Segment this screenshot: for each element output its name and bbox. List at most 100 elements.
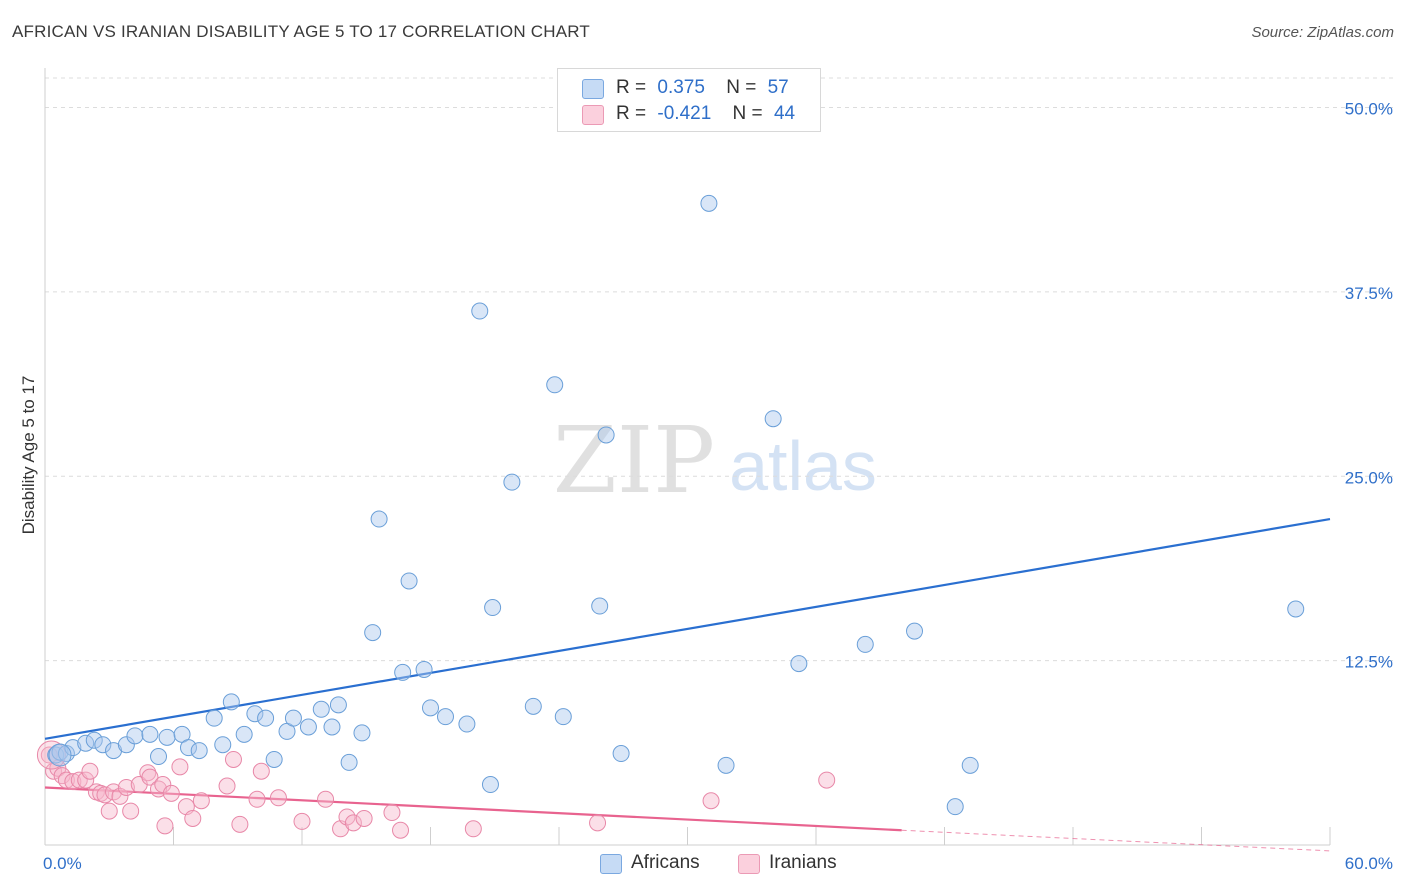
iranians-point	[293, 812, 311, 830]
y-tick-label: 37.5%	[1345, 284, 1393, 303]
legend-r-label: R =	[616, 103, 647, 124]
iranians-point	[111, 787, 129, 805]
legend-n-label: N =	[732, 103, 763, 124]
iranians-point	[589, 814, 607, 832]
x-tick-label-min: 0.0%	[43, 854, 82, 873]
iranians-point	[317, 790, 335, 808]
africans-point	[158, 728, 176, 746]
iranians-trend-extension	[901, 829, 1331, 852]
iranians-point	[184, 809, 202, 827]
iranians-point	[64, 773, 82, 791]
africans-point	[284, 709, 302, 727]
iranians-point	[154, 776, 172, 794]
africans-point	[591, 597, 609, 615]
iranians-point	[139, 764, 157, 782]
africans-point	[265, 750, 283, 768]
y-tick-label: 25.0%	[1345, 468, 1393, 487]
legend-n-label: N =	[726, 77, 757, 98]
y-tick-label: 50.0%	[1345, 100, 1393, 119]
africans-point	[257, 709, 275, 727]
iranians-point	[81, 762, 99, 780]
africans-point	[85, 731, 103, 749]
africans-point	[235, 725, 253, 743]
africans-point	[764, 410, 782, 428]
iranians-point	[252, 762, 270, 780]
africans-point	[117, 736, 135, 754]
africans-point	[312, 700, 330, 718]
africans-point	[856, 635, 874, 653]
iranians-point	[162, 784, 180, 802]
africans-point	[340, 753, 358, 771]
legend-r-value: 0.375	[657, 77, 705, 98]
africans-point	[222, 693, 240, 711]
iranians-point	[383, 804, 401, 822]
africans-point	[436, 708, 454, 726]
iranians-point	[702, 792, 720, 810]
africans-point	[946, 798, 964, 816]
legend-r-label: R =	[616, 77, 647, 98]
iranians-point	[464, 820, 482, 838]
africans-point	[458, 715, 476, 733]
africans-cluster-point	[48, 743, 72, 767]
africans-point	[126, 727, 144, 745]
iranians-point	[77, 771, 95, 789]
africans-point	[150, 748, 168, 765]
iranians-point	[57, 771, 75, 789]
africans-point	[190, 742, 208, 760]
iranians-point	[100, 802, 118, 820]
iranians-point	[218, 777, 236, 795]
iranians-point	[231, 815, 249, 833]
africans-point	[717, 756, 735, 774]
y-axis-label: Disability Age 5 to 17	[19, 376, 38, 535]
iranians-point	[344, 814, 362, 832]
y-tick-label: 12.5%	[1345, 653, 1393, 672]
legend-n-value: 57	[767, 77, 789, 98]
source-label: Source: ZipAtlas.com	[1251, 24, 1394, 41]
iranians-point	[392, 821, 410, 839]
chart-title: AFRICAN VS IRANIAN DISABILITY AGE 5 TO 1…	[12, 22, 590, 41]
iranians-point	[224, 750, 242, 768]
africans-point	[554, 708, 572, 726]
iranians-legend-label: Iranians	[769, 852, 837, 873]
africans-point	[364, 624, 382, 642]
iranians-point	[338, 808, 356, 826]
africans-point	[415, 660, 433, 678]
africans-point	[205, 709, 223, 727]
iranians-trend-line	[44, 786, 902, 832]
correlation-legend: R = 0.375 N = 57 R = -0.421 N = 44	[557, 68, 821, 132]
africans-point	[394, 663, 412, 681]
africans-point	[179, 739, 197, 757]
africans-point	[481, 776, 499, 794]
africans-point	[214, 736, 232, 754]
iranians-point	[192, 792, 210, 810]
africans-point	[299, 718, 317, 736]
africans-point	[546, 376, 564, 394]
africans-point	[323, 718, 341, 736]
africans-point	[700, 194, 718, 212]
watermark-zip: ZIP	[553, 407, 715, 514]
africans-point	[422, 699, 439, 717]
iranians-point	[141, 768, 159, 786]
iranians-point	[122, 802, 140, 820]
iranians-point	[156, 817, 174, 835]
africans-point	[471, 302, 489, 320]
africans-point	[329, 696, 347, 714]
iranians-point	[818, 771, 836, 789]
africans-swatch	[582, 79, 604, 99]
africans-point	[141, 725, 159, 743]
africans-legend-label: Africans	[631, 852, 700, 873]
iranians-point	[355, 809, 373, 827]
iranians-point	[248, 790, 266, 808]
iranians-point	[117, 778, 135, 796]
africans-point	[400, 572, 418, 590]
africans-point	[246, 705, 264, 723]
africans-point	[1287, 600, 1305, 618]
africans-point	[906, 622, 924, 640]
legend-n-value: 44	[773, 103, 796, 124]
africans-point	[353, 724, 371, 742]
africans-point	[612, 745, 630, 763]
africans-trend-line	[44, 517, 1331, 740]
iranians-swatch	[582, 105, 604, 125]
africans-point	[503, 473, 521, 491]
